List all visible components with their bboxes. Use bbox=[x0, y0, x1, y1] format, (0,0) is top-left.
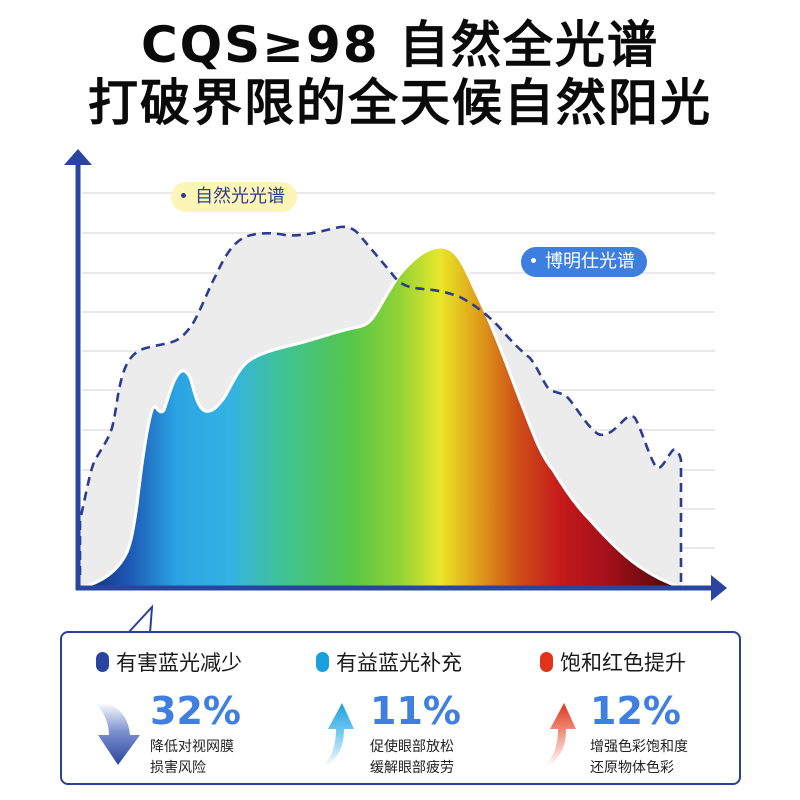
benefit-percent: 12% bbox=[590, 689, 681, 733]
bullet-icon bbox=[540, 652, 553, 672]
benefit-saturated-red: 饱和红色提升 12% 增强色彩饱和度 还原物体色彩 bbox=[540, 633, 740, 783]
brand-spectrum-area bbox=[81, 245, 681, 589]
bullet-icon bbox=[96, 652, 109, 672]
callout-pointer bbox=[127, 604, 154, 634]
y-axis-arrow-icon bbox=[64, 149, 92, 165]
headline-line-1: CQS≥98 自然全光谱 bbox=[140, 16, 660, 74]
bullet-icon bbox=[316, 652, 329, 672]
benefit-desc: 促使眼部放松 缓解眼部疲劳 bbox=[370, 739, 454, 776]
benefit-beneficial-blue-light: 有益蓝光补充 11% 促使眼部放松 缓解眼部疲劳 bbox=[316, 633, 526, 783]
benefit-percent: 11% bbox=[370, 689, 461, 733]
arrow-up-icon bbox=[544, 703, 576, 767]
x-axis bbox=[76, 575, 727, 601]
benefit-desc: 增强色彩饱和度 还原物体色彩 bbox=[590, 739, 688, 776]
legend-natural-label: 自然光光谱 bbox=[195, 186, 285, 207]
legend-natural-light: 自然光光谱 bbox=[171, 182, 297, 212]
legend-brand-label: 博明仕光谱 bbox=[545, 251, 635, 272]
benefit-title: 饱和红色提升 bbox=[540, 649, 686, 677]
benefit-title: 有害蓝光减少 bbox=[96, 649, 242, 677]
benefits-panel: 有害蓝光减少 32% 降低对视网膜 损害风险 有益蓝光补充 11% 促使眼部放松缓… bbox=[60, 631, 741, 785]
benefit-title: 有益蓝光补充 bbox=[316, 649, 462, 677]
benefit-harmful-blue-light: 有害蓝光减少 32% 降低对视网膜 损害风险 bbox=[94, 633, 306, 783]
legend-dot-icon bbox=[181, 192, 186, 198]
arrow-up-icon bbox=[322, 703, 354, 767]
arrow-down-icon bbox=[94, 702, 140, 765]
x-axis-arrow-icon bbox=[711, 575, 727, 601]
legend-dot-icon bbox=[531, 257, 536, 263]
y-axis bbox=[64, 149, 92, 590]
headline-line-2: 打破界限的全天候自然阳光 bbox=[88, 74, 712, 132]
benefit-desc: 降低对视网膜 损害风险 bbox=[150, 739, 234, 776]
benefit-percent: 32% bbox=[150, 689, 241, 733]
legend-brand-spectrum: 博明仕光谱 bbox=[521, 247, 647, 277]
